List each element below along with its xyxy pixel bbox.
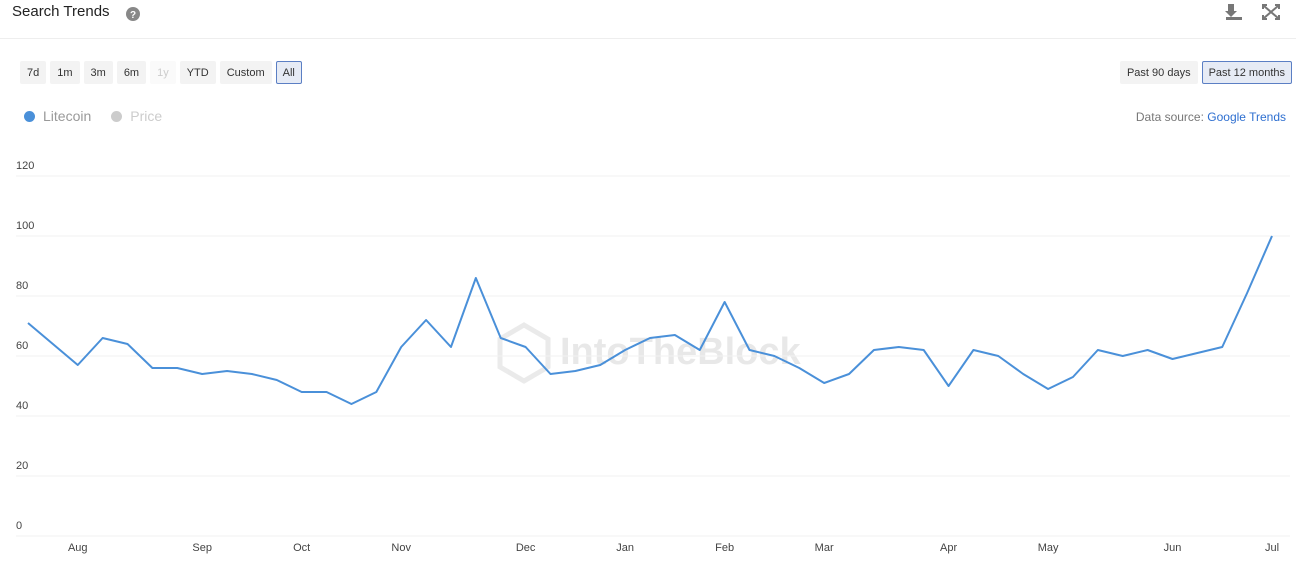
help-icon-glyph: ? (130, 10, 136, 21)
range-button[interactable]: 6m (116, 61, 147, 84)
range-button[interactable]: Custom (219, 61, 272, 84)
legend: Litecoin Price (24, 108, 162, 124)
x-tick-label: Mar (815, 542, 834, 554)
watermark: IntoTheBlock (497, 322, 802, 384)
y-tick-label: 120 (16, 160, 34, 172)
legend-item[interactable]: Litecoin (24, 108, 91, 124)
x-tick-label: Aug (68, 542, 88, 554)
range-button[interactable]: 3m (83, 61, 113, 84)
legend-item[interactable]: Price (111, 108, 162, 124)
period-buttons: Past 90 days Past 12 months (1119, 61, 1292, 84)
data-source-label: Data source: (1135, 110, 1204, 124)
x-tick-label: Apr (940, 542, 957, 554)
range-button[interactable]: 7d (20, 61, 47, 84)
y-tick-label: 100 (16, 220, 34, 232)
range-button[interactable]: All (275, 61, 302, 84)
x-tick-label: Sep (192, 542, 212, 554)
x-tick-label: Dec (516, 542, 536, 554)
download-icon[interactable] (1225, 4, 1242, 20)
legend-label: Litecoin (43, 108, 92, 124)
title: Search Trends (12, 3, 110, 20)
legend-marker (24, 110, 35, 122)
x-tick-label: Jun (1164, 542, 1182, 554)
x-tick-label: Nov (391, 542, 411, 554)
range-button: 1y (150, 61, 176, 84)
range-button[interactable]: YTD (179, 61, 216, 84)
y-tick-label: 0 (16, 520, 22, 532)
range-button[interactable]: 1m (50, 61, 80, 84)
range-buttons: 7d 1m 3m 6m 1y YTD Custom All (20, 61, 302, 84)
y-tick-label: 40 (16, 400, 28, 412)
x-tick-label: Jan (616, 542, 634, 554)
x-tick-label: Feb (715, 542, 734, 554)
line-series (27, 235, 1273, 405)
legend-label: Price (130, 108, 163, 124)
data-source: Data source: Google Trends (1136, 110, 1286, 124)
y-tick-label: 60 (16, 340, 28, 352)
help-icon[interactable] (126, 7, 140, 21)
period-button[interactable]: Past 12 months (1201, 61, 1292, 84)
data-source-link[interactable]: Google Trends (1207, 110, 1286, 124)
separator (0, 38, 1296, 39)
x-tick-label: Jul (1265, 542, 1279, 554)
x-tick-label: May (1038, 542, 1059, 554)
fullscreen-icon[interactable] (1262, 4, 1280, 20)
watermark-logo (497, 322, 551, 384)
x-tick-label: Oct (293, 542, 310, 554)
period-button[interactable]: Past 90 days (1119, 61, 1198, 84)
legend-marker (111, 110, 123, 122)
y-tick-label: 20 (16, 460, 28, 472)
y-tick-label: 80 (16, 280, 28, 292)
